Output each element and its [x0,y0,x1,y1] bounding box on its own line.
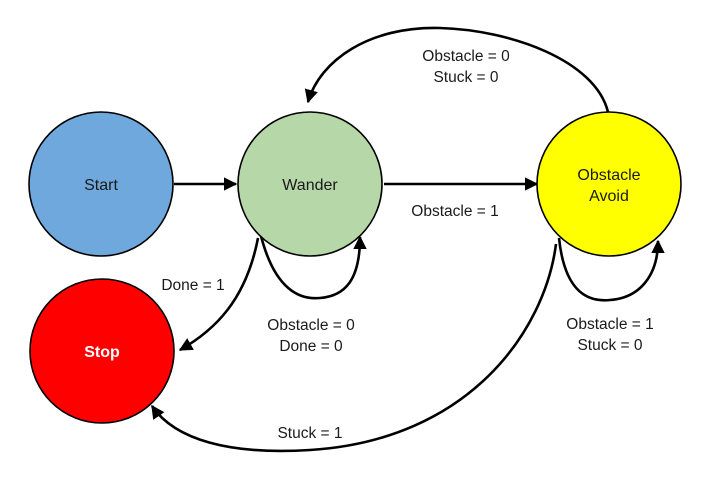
edge-avoid-self-loop [557,237,665,302]
edge-avoid-to-stop [150,243,558,453]
edge-wander-to-stop [178,237,260,352]
state-wander-circle [237,111,383,257]
label-avoid-to-wander-line-2: Stuck = 0 [433,69,498,86]
label-avoid-to-wander-line-1: Obstacle = 0 [422,48,510,65]
state-start-circle [28,111,174,257]
label-wander-to-avoid: Obstacle = 1 [411,203,498,220]
state-stop-circle [29,278,175,424]
state-stop-label: Stop [84,344,120,361]
label-avoid-self-line-2: Stuck = 0 [577,337,642,354]
state-avoid-label-line-2: Avoid [589,188,629,205]
state-avoid-circle [536,111,682,257]
label-wander-self-line-2: Done = 0 [279,338,343,355]
label-wander-to-stop: Done = 1 [161,277,224,294]
state-wander-label: Wander [282,177,338,194]
label-avoid-to-stop: Stuck = 1 [277,425,342,442]
state-avoid-label-line-1: Obstacle [577,167,640,184]
edge-avoid-to-wander [304,26,610,113]
state-start: Start [28,111,174,257]
label-wander-self-line-1: Obstacle = 0 [267,317,355,334]
state-obstacle-avoid: Obstacle Avoid [536,111,682,257]
edge-wander-self-loop [259,235,367,300]
state-start-label: Start [84,177,118,194]
label-avoid-self-line-1: Obstacle = 1 [566,316,653,333]
state-wander: Wander [237,111,383,257]
state-stop: Stop [29,278,175,424]
